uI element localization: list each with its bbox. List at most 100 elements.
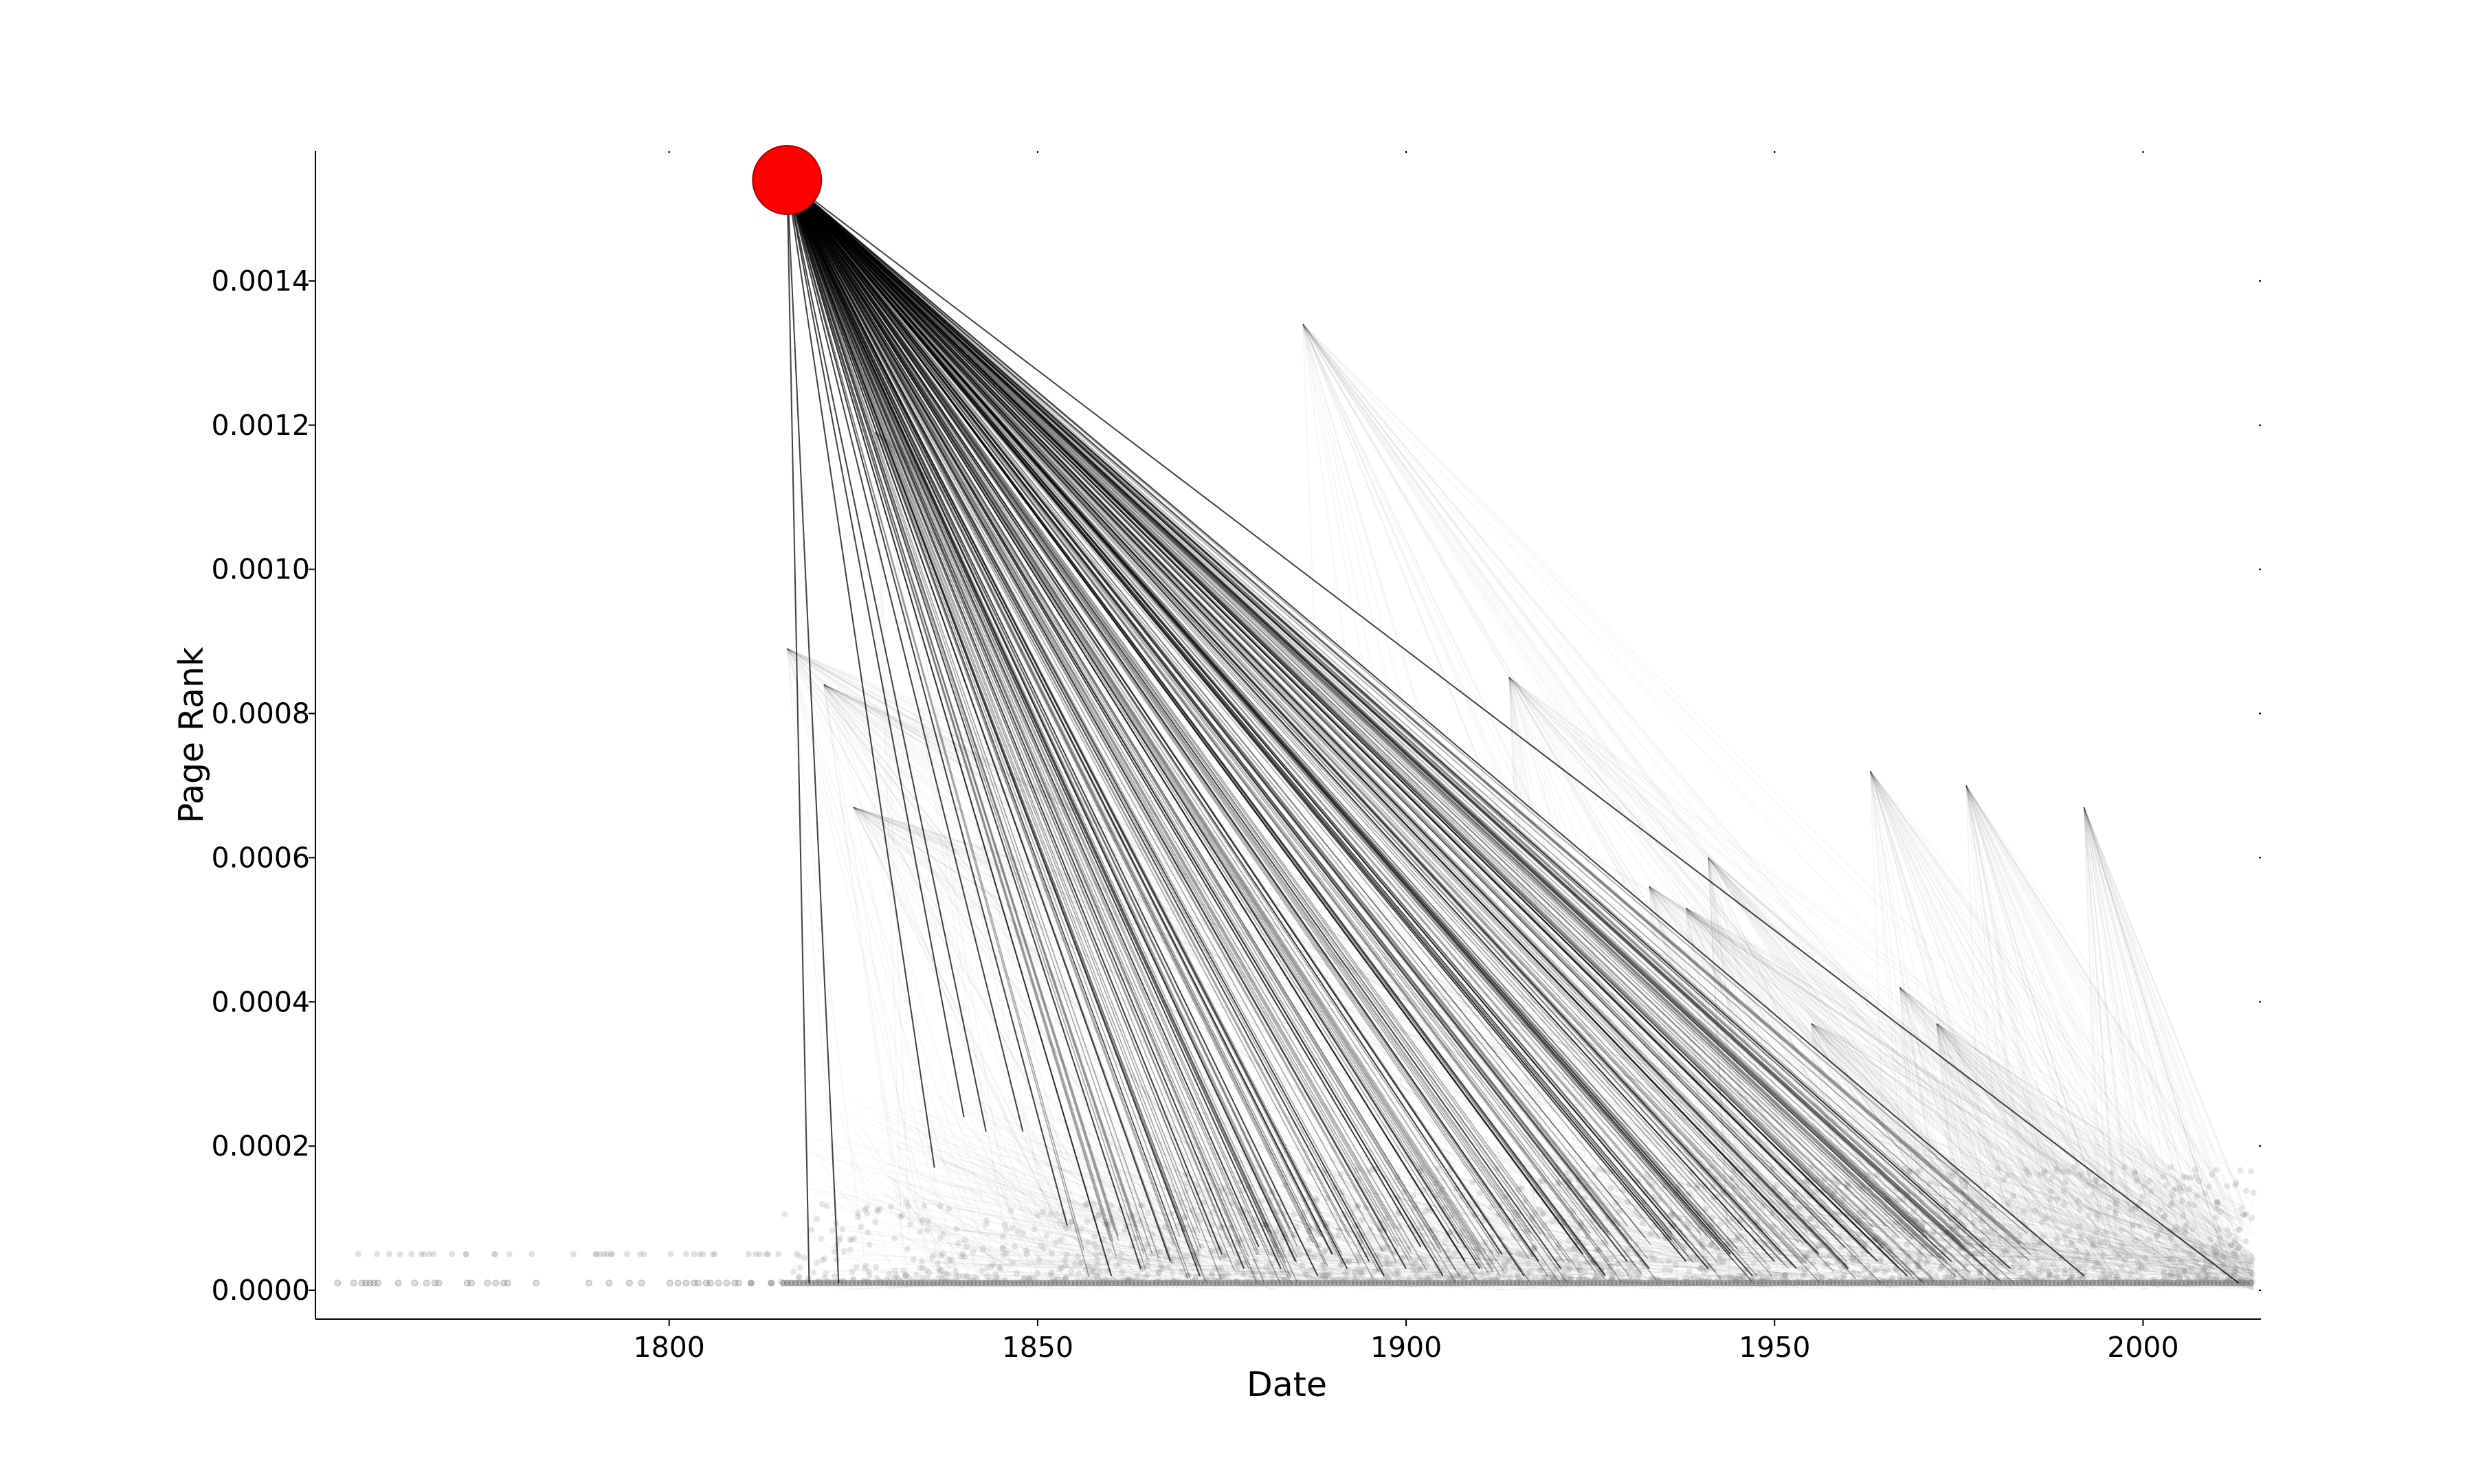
paper-node [1591, 1278, 1598, 1285]
faint-edge [853, 807, 1252, 1285]
paper-node [1951, 1277, 1958, 1284]
highlight-node[interactable] [752, 144, 823, 215]
paper-node [1551, 1277, 1558, 1284]
paper-node [1058, 1278, 1065, 1285]
paper-node [1084, 1263, 1091, 1270]
paper-node [955, 1239, 962, 1246]
paper-node [1831, 1176, 1838, 1182]
paper-node [1650, 1193, 1657, 1200]
paper-node [1652, 1275, 1659, 1282]
paper-node [939, 1250, 946, 1257]
paper-node [847, 1246, 854, 1253]
faint-edge [1811, 1023, 2178, 1216]
faint-edge [2083, 807, 2242, 1228]
faint-edge [2083, 807, 2158, 1254]
paper-node [1859, 1278, 1866, 1285]
citation-edge [786, 179, 1873, 1251]
faint-edge [1899, 987, 2005, 1266]
faint-edge [875, 431, 1240, 1245]
faint-edge [1508, 677, 1535, 1279]
paper-node [1074, 1277, 1081, 1284]
paper-node [1963, 1244, 1970, 1250]
paper-node [934, 1260, 941, 1267]
faint-edge [1707, 857, 1730, 1285]
paper-node [1583, 1277, 1590, 1283]
paper-node [1433, 1180, 1440, 1187]
faint-edge [853, 807, 2209, 1281]
paper-node [1925, 1278, 1932, 1285]
citation-edge [786, 179, 1763, 1231]
paper-node [1177, 1277, 1183, 1284]
paper-node [1628, 1278, 1635, 1285]
faint-edge [823, 684, 1519, 1248]
faint-edge [1811, 1023, 1951, 1223]
citation-edge [786, 179, 1998, 1280]
paper-node [1386, 1277, 1393, 1284]
paper-node [1106, 1278, 1113, 1285]
paper-node [1861, 1266, 1868, 1272]
paper-node [1737, 1216, 1744, 1223]
faint-edge [875, 432, 1054, 1244]
faint-edge [1936, 1023, 1970, 1285]
paper-node [1708, 1241, 1715, 1248]
paper-node [1812, 1189, 1819, 1195]
paper-node [1565, 1184, 1572, 1191]
paper-node [937, 1235, 944, 1241]
paper-node [1226, 1277, 1233, 1284]
paper-node [1660, 1278, 1667, 1285]
faint-edge [1508, 677, 2025, 1255]
citation-edge [786, 179, 1289, 1243]
paper-node [1442, 1274, 1449, 1281]
faint-edge [823, 684, 1293, 1281]
paper-node [1007, 1207, 1014, 1214]
paper-node [1991, 1228, 1998, 1235]
paper-node [1095, 1211, 1102, 1217]
paper-node [1103, 1278, 1110, 1285]
paper-node [1761, 1278, 1768, 1285]
paper-node [2113, 1198, 2120, 1204]
paper-node [2152, 1278, 2159, 1285]
faint-edge [1649, 886, 2060, 1211]
paper-node [1536, 1266, 1543, 1273]
citation-edge [786, 179, 1291, 1278]
paper-node [1673, 1277, 1680, 1283]
faint-edge [1965, 785, 2229, 1234]
faint-edge [1936, 1023, 2126, 1213]
paper-node [2173, 1244, 2180, 1250]
paper-node [1904, 1278, 1911, 1285]
paper-node [1698, 1265, 1705, 1272]
paper-node [1295, 1278, 1302, 1285]
paper-node [1075, 1252, 1082, 1259]
faint-edge [1869, 771, 2021, 1261]
faint-edge [1869, 771, 1914, 1223]
faint-edge [1685, 908, 1727, 1225]
paper-node [1554, 1180, 1561, 1187]
paper-node [1608, 1276, 1615, 1283]
faint-edge [1302, 324, 1725, 1289]
paper-node [1728, 1274, 1735, 1281]
paper-node [1000, 1252, 1007, 1259]
paper-node [979, 1268, 985, 1274]
paper-node [1728, 1239, 1735, 1246]
citation-edge [786, 179, 1413, 1261]
paper-node [2173, 1184, 2180, 1191]
faint-edge [1302, 324, 2140, 1218]
paper-node [1717, 1221, 1724, 1228]
paper-node [1962, 1178, 1969, 1185]
paper-node [1699, 1237, 1706, 1244]
paper-node [1735, 1272, 1742, 1279]
paper-node [1656, 1197, 1662, 1204]
citation-edge [786, 179, 1807, 1265]
paper-node [2191, 1202, 2198, 1208]
faint-edge [1508, 677, 2129, 1235]
paper-node [2086, 1234, 2093, 1241]
faint-edge [1686, 908, 2032, 1213]
paper-node [1553, 1274, 1560, 1281]
faint-edge [1811, 1023, 2033, 1272]
paper-node [2150, 1278, 2157, 1285]
paper-node [1001, 1276, 1008, 1283]
paper-node [1392, 1271, 1398, 1278]
paper-node [1302, 1269, 1309, 1276]
faint-edge [1686, 908, 2043, 1284]
faint-edge [1965, 785, 2180, 1271]
